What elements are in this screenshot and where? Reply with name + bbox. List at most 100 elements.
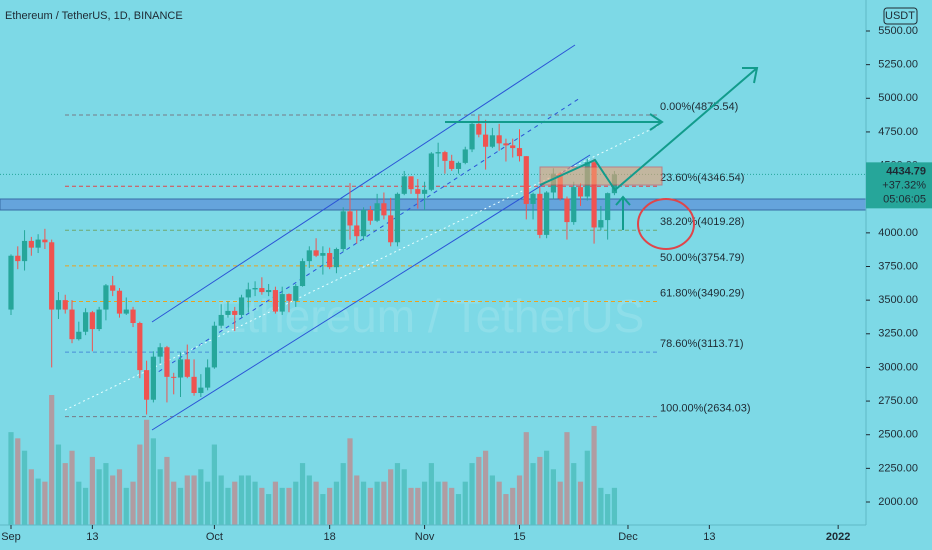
volume-bar — [591, 425, 597, 525]
volume-bar — [605, 494, 611, 525]
y-tick-label: 5500.00 — [878, 25, 918, 37]
volume-bar — [69, 450, 75, 525]
volume-bar — [333, 481, 340, 525]
volume-bar — [421, 481, 428, 525]
candle-body — [381, 203, 387, 216]
x-tick-label: Sep — [1, 531, 21, 543]
volume-bar — [550, 469, 556, 525]
candle-body — [503, 143, 509, 146]
candle-body — [164, 347, 170, 377]
volume-bar — [537, 456, 543, 525]
y-tick-label: 3500.00 — [878, 294, 918, 306]
volume-bar — [320, 494, 326, 525]
x-tick-label: 13 — [703, 531, 715, 543]
volume-bar — [367, 487, 373, 525]
candle-body — [435, 152, 441, 154]
volume-bar — [313, 481, 319, 525]
candle-body — [469, 123, 475, 150]
candle-body — [510, 145, 516, 149]
candle-body — [598, 220, 604, 228]
fib-label: 23.60%(4346.54) — [660, 172, 744, 184]
volume-bar — [55, 444, 62, 525]
candle-body — [82, 312, 89, 332]
fib-label: 61.80%(3490.29) — [660, 287, 744, 299]
volume-bar — [198, 469, 204, 525]
volume-bar — [442, 481, 448, 525]
candle-body — [347, 211, 353, 226]
candle-body — [428, 153, 434, 190]
fib-label: 50.00%(3754.79) — [660, 252, 744, 264]
projection-path — [539, 67, 758, 192]
fib-label: 38.20%(4019.28) — [660, 216, 744, 228]
candle-body — [483, 134, 489, 147]
volume-bar — [137, 444, 143, 525]
candle-body — [55, 300, 62, 310]
volume-bar — [564, 432, 570, 525]
candle-body — [293, 286, 299, 301]
candle-body — [286, 294, 292, 301]
volume-bar — [571, 463, 577, 525]
volume-bar — [449, 487, 455, 525]
volume-bar — [116, 469, 123, 525]
volume-bar — [103, 463, 109, 525]
volume-bar — [35, 478, 41, 525]
volume-bar — [8, 432, 14, 525]
candle-body — [130, 309, 136, 324]
volume-bar — [96, 469, 102, 525]
currency: USDT — [885, 10, 915, 22]
y-tick-label: 3750.00 — [878, 260, 918, 272]
candle-body — [313, 250, 319, 256]
candle-body — [259, 288, 265, 293]
volume-bar — [462, 481, 468, 525]
fib-label: 78.60%(3113.71) — [660, 338, 744, 350]
candle-body — [306, 250, 312, 262]
volume-bar — [489, 475, 495, 525]
volume-bar — [394, 463, 401, 525]
candle-body — [523, 156, 529, 204]
volume-bar — [557, 481, 563, 525]
price-axis — [866, 0, 932, 550]
candle-body — [544, 192, 550, 235]
volume-bar — [76, 481, 82, 525]
volume-bar — [191, 475, 197, 525]
volume-bar — [225, 487, 231, 525]
volume-bar — [232, 481, 238, 525]
candle-body — [171, 376, 177, 378]
volume-bar — [293, 481, 299, 525]
candle-body — [116, 290, 123, 314]
candle-body — [496, 135, 502, 144]
candle-body — [42, 239, 48, 243]
candle-body — [455, 162, 462, 169]
volume-bar — [123, 487, 129, 525]
candle-body — [449, 160, 455, 169]
candle-body — [211, 325, 217, 368]
last-price-box — [866, 162, 932, 209]
x-tick-label: Nov — [415, 531, 435, 543]
candle-body — [89, 312, 95, 330]
candle-body — [150, 356, 156, 400]
candle-body — [462, 149, 468, 163]
volume-bar — [252, 481, 258, 525]
volume-bar — [211, 444, 217, 525]
volume-bar — [21, 450, 28, 525]
arrow-head — [649, 113, 664, 131]
volume-bar — [381, 481, 387, 525]
candle-body — [76, 331, 82, 340]
axis-layer: 2000.00 2250.00 2500.00 2750.00 3000.00 3250.… — [1, 25, 932, 543]
y-tick-label: 2500.00 — [878, 429, 918, 441]
y-tick-label: 5250.00 — [878, 59, 918, 71]
candle-body — [476, 123, 482, 135]
volume-bar — [299, 463, 306, 525]
volume-bar — [62, 463, 68, 525]
candle-body — [69, 309, 75, 340]
volume-bar — [374, 481, 380, 525]
candle-body — [198, 387, 204, 393]
candle-body — [401, 176, 407, 194]
volume-bar — [360, 481, 367, 525]
volume-bar — [130, 481, 136, 525]
volume-bar — [598, 487, 604, 525]
volume-bar — [184, 475, 190, 525]
volume-bar — [435, 481, 441, 525]
candle-body — [367, 209, 373, 221]
